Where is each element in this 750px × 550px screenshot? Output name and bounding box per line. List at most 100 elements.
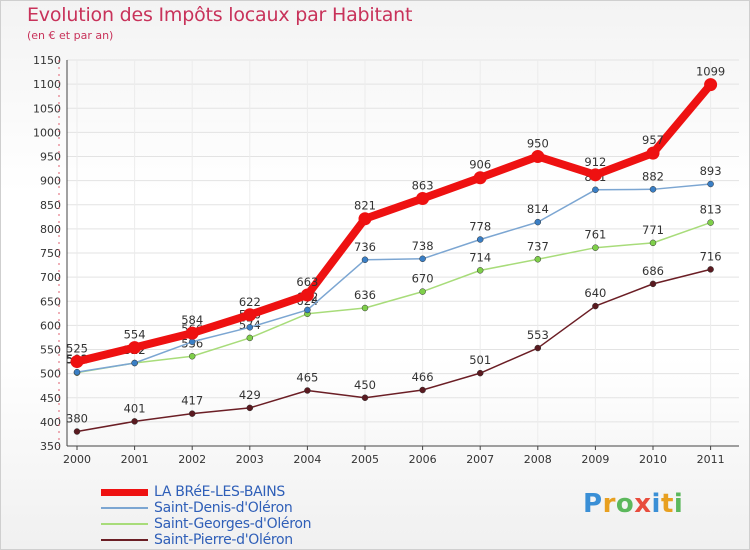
logo-letter: x [634,489,652,519]
data-point [473,171,487,185]
data-point [70,355,84,369]
y-tick-label: 550 [40,344,61,357]
x-tick-label: 2010 [639,453,667,466]
data-point [131,359,138,367]
x-tick-label: 2004 [293,453,321,466]
data-point [592,186,599,194]
data-label: 882 [642,169,664,183]
logo-letter: i [673,489,684,519]
x-tick-label: 2000 [63,453,91,466]
data-point [534,256,542,263]
data-point [188,338,196,346]
proxiti-logo: Proxiti [583,489,683,519]
data-label: 778 [469,219,491,233]
data-point [476,267,484,274]
data-point [534,344,542,352]
legend-item-saint-georges: Saint-Georges-d'Oléron [101,516,312,532]
x-tick-label: 2008 [524,453,552,466]
y-tick-label: 350 [40,440,61,453]
data-point [361,256,369,264]
data-point [73,368,81,376]
data-point [419,255,426,263]
series-line [76,183,712,373]
data-label: 814 [527,202,549,216]
data-point [246,334,254,342]
data-label: 736 [354,240,376,254]
series-line [76,268,712,433]
data-point [476,236,484,243]
data-label: 761 [584,228,606,242]
data-label: 417 [181,394,203,408]
y-tick-label: 1050 [33,102,61,115]
data-point [243,308,257,322]
data-label: 716 [700,249,722,263]
legend-item-saint-denis: Saint-Denis-d'Oléron [101,500,311,516]
x-tick-label: 2011 [697,453,725,466]
data-point [419,288,426,295]
data-label: 622 [239,295,261,309]
data-label: 1099 [696,65,725,79]
data-point [300,288,314,302]
y-tick-label: 1000 [33,126,61,139]
y-tick-label: 850 [40,199,61,212]
data-label: 670 [412,272,434,286]
chart-subtitle: (en € et par an) [27,29,114,42]
logo-letter: i [651,489,661,519]
y-tick-label: 500 [40,368,61,381]
data-label: 863 [412,178,434,192]
x-tick-label: 2006 [409,453,437,466]
data-point [592,302,599,310]
y-tick-label: 700 [40,271,61,284]
data-point [128,341,142,355]
data-label: 813 [700,203,722,217]
y-tick-label: 750 [40,247,61,260]
data-point [73,428,81,435]
x-tick-label: 2001 [121,453,149,466]
data-point [534,218,542,226]
data-label: 466 [412,370,434,384]
data-label: 686 [642,264,664,278]
legend: LA BRéE-LES-BAINS Saint-Denis-d'Oléron S… [101,484,312,548]
data-label: 636 [354,288,376,302]
data-label: 450 [354,378,376,392]
data-label: 501 [469,353,491,367]
logo-letter: o [615,489,635,519]
x-tick-label: 2003 [236,453,264,466]
x-tick-label: 2009 [581,453,609,466]
legend-swatch-saint-pierre [101,539,148,541]
data-point [188,410,196,417]
data-label: 429 [239,388,261,402]
data-point [588,168,602,182]
data-label: 401 [124,401,146,415]
data-point [131,418,138,425]
logo-letter: P [583,489,603,519]
data-point [704,78,718,92]
data-label: 640 [584,286,606,300]
data-label: 714 [469,250,491,264]
series-line [76,221,712,374]
data-point [419,386,426,394]
data-label: 553 [527,328,549,342]
y-tick-label: 800 [40,223,61,236]
data-point [646,146,660,160]
data-label: 525 [66,342,88,356]
data-point [361,394,369,401]
y-tick-label: 1150 [33,54,61,67]
data-label: 821 [354,199,376,213]
data-point [531,150,545,163]
y-tick-label: 600 [40,319,61,332]
legend-label: Saint-Denis-d'Oléron [154,500,293,516]
data-point [707,266,714,273]
y-tick-label: 950 [40,151,61,164]
data-point [416,191,430,205]
data-point [304,306,311,314]
y-tick-label: 650 [40,295,61,308]
x-tick-label: 2002 [178,453,206,466]
legend-item-la-bree: LA BRéE-LES-BAINS [101,484,311,500]
y-tick-label: 450 [40,392,61,405]
x-tick-label: 2007 [466,453,494,466]
data-label: 465 [296,371,318,385]
data-label: 737 [527,239,549,253]
data-point [649,186,657,193]
